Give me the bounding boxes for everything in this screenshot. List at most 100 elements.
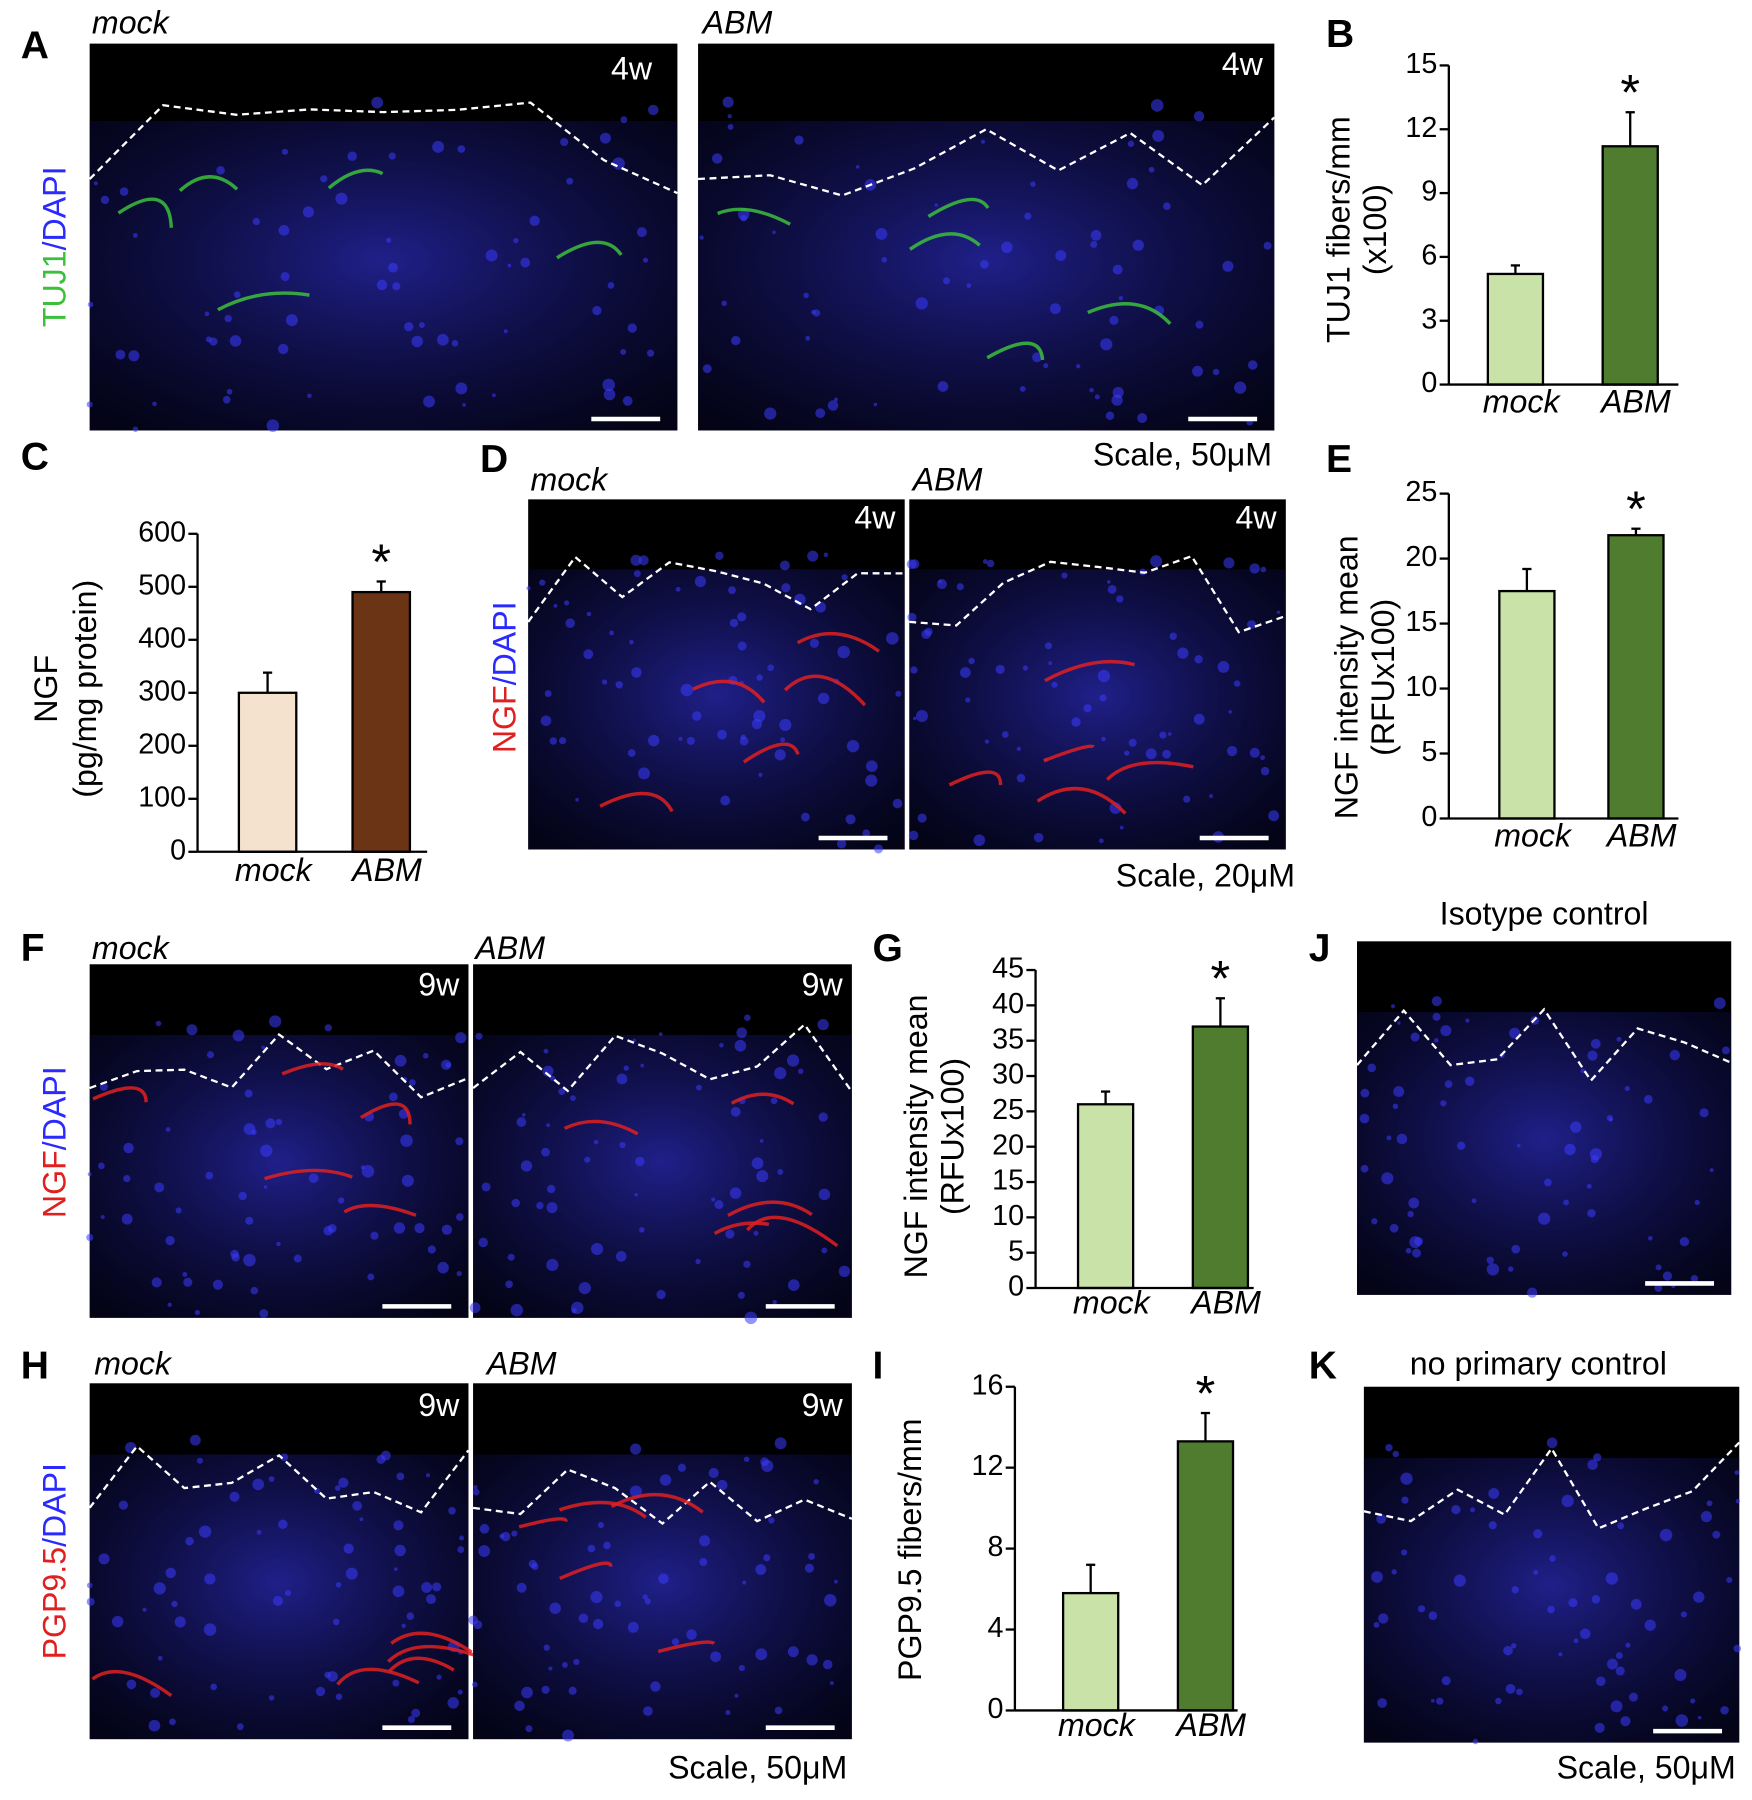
stained-fiber <box>730 1092 795 1106</box>
nucleus <box>575 797 579 802</box>
nucleus <box>1397 1021 1401 1025</box>
nucleus <box>866 760 878 772</box>
y-axis-label: PGP9.5 fibers/mm <box>892 1419 928 1681</box>
nucleus <box>774 1066 787 1080</box>
nucleus <box>514 1700 525 1712</box>
nucleus <box>1112 264 1123 275</box>
nucleus <box>573 1658 580 1666</box>
nucleus <box>394 1054 407 1067</box>
nucleus <box>1119 825 1124 830</box>
nucleus <box>1590 1038 1601 1049</box>
nucleus <box>917 813 927 823</box>
nucleus <box>400 1134 413 1147</box>
nucleus <box>916 710 928 723</box>
nucleus <box>1148 166 1155 173</box>
nucleus <box>1407 1210 1414 1218</box>
nucleus <box>1721 1046 1730 1055</box>
nucleus <box>627 1621 639 1633</box>
nucleus <box>1417 1605 1426 1613</box>
nucleus <box>1150 99 1164 112</box>
nucleus <box>813 1478 819 1485</box>
nucleus <box>478 1545 491 1557</box>
nucleus <box>578 1613 589 1623</box>
micrograph <box>1363 1386 1742 1745</box>
stained-fiber <box>909 232 981 251</box>
nucleus <box>1124 750 1130 756</box>
stained-fiber <box>1036 786 1127 815</box>
nucleus <box>189 1434 201 1446</box>
nucleus <box>473 1620 483 1630</box>
nucleus <box>320 175 328 183</box>
nucleus <box>774 1706 783 1715</box>
nucleus <box>627 749 636 757</box>
nucleus <box>98 1553 110 1565</box>
nucleus <box>1546 1437 1558 1449</box>
nucleus <box>686 736 695 745</box>
nucleus <box>132 232 138 238</box>
nucleus <box>407 1715 415 1723</box>
nucleus <box>756 674 763 681</box>
y-tick-label: 15 <box>1405 48 1437 80</box>
nucleus <box>507 1253 515 1261</box>
nucleus <box>1690 1274 1699 1283</box>
nucleus <box>86 401 93 408</box>
significance-mark: * <box>1626 480 1646 537</box>
nucleus <box>892 798 903 809</box>
panel-letter: A <box>21 25 49 68</box>
error-bar <box>1625 111 1635 147</box>
nucleus <box>347 151 357 162</box>
nucleus <box>1591 1595 1601 1604</box>
nucleus <box>541 1685 550 1694</box>
nucleus <box>1101 736 1106 742</box>
image-title: no primary control <box>1410 1346 1667 1382</box>
nucleus <box>755 1564 767 1575</box>
nucleus <box>359 1517 364 1522</box>
nucleus <box>100 195 110 205</box>
nucleus <box>1268 810 1280 822</box>
nucleus <box>768 1517 775 1524</box>
nucleus <box>511 1198 521 1208</box>
nucleus <box>824 1594 837 1607</box>
nucleus <box>455 382 468 395</box>
nucleus <box>717 1479 728 1491</box>
stained-fiber <box>117 197 174 228</box>
x-tick-label: mock <box>1058 1707 1137 1743</box>
nucleus <box>1061 572 1068 579</box>
nucleus <box>411 335 423 348</box>
nucleus <box>334 1485 341 1492</box>
nucleus <box>638 767 651 780</box>
nucleus <box>1580 1628 1591 1639</box>
nucleus <box>212 1279 224 1290</box>
nucleus <box>965 697 971 703</box>
nucleus <box>1024 212 1032 220</box>
y-axis-label: NGF intensity mean <box>898 995 934 1279</box>
nucleus <box>1098 838 1104 844</box>
nucleus <box>1393 1086 1405 1098</box>
nucleus <box>721 300 727 307</box>
nucleus <box>1464 1076 1475 1087</box>
nucleus <box>1444 1080 1453 1088</box>
micrograph-tissue <box>528 569 905 850</box>
x-tick-label: ABM <box>1605 817 1677 853</box>
nucleus <box>635 1156 645 1167</box>
nucleus <box>806 1654 818 1666</box>
nucleus <box>425 1473 431 1478</box>
nucleus <box>794 135 804 145</box>
nucleus <box>404 322 414 332</box>
significance-mark: * <box>1196 1364 1216 1421</box>
nucleus <box>623 1065 629 1071</box>
nucleus <box>1674 1668 1687 1681</box>
nucleus <box>1043 363 1049 369</box>
image-label: ABM <box>911 462 983 498</box>
image-label: mock <box>92 5 171 41</box>
stain-label: TUJ1/DAPI <box>37 166 73 327</box>
error-bar <box>1510 264 1521 274</box>
time-label: 9w <box>802 1387 844 1423</box>
nucleus <box>1428 1611 1438 1621</box>
nucleus <box>1610 1700 1623 1713</box>
nucleus <box>507 263 512 268</box>
stain-marker: NGF <box>487 685 523 753</box>
micrograph-tissue <box>473 1035 852 1318</box>
nucleus <box>1249 747 1260 758</box>
nucleus <box>1390 1004 1396 1009</box>
